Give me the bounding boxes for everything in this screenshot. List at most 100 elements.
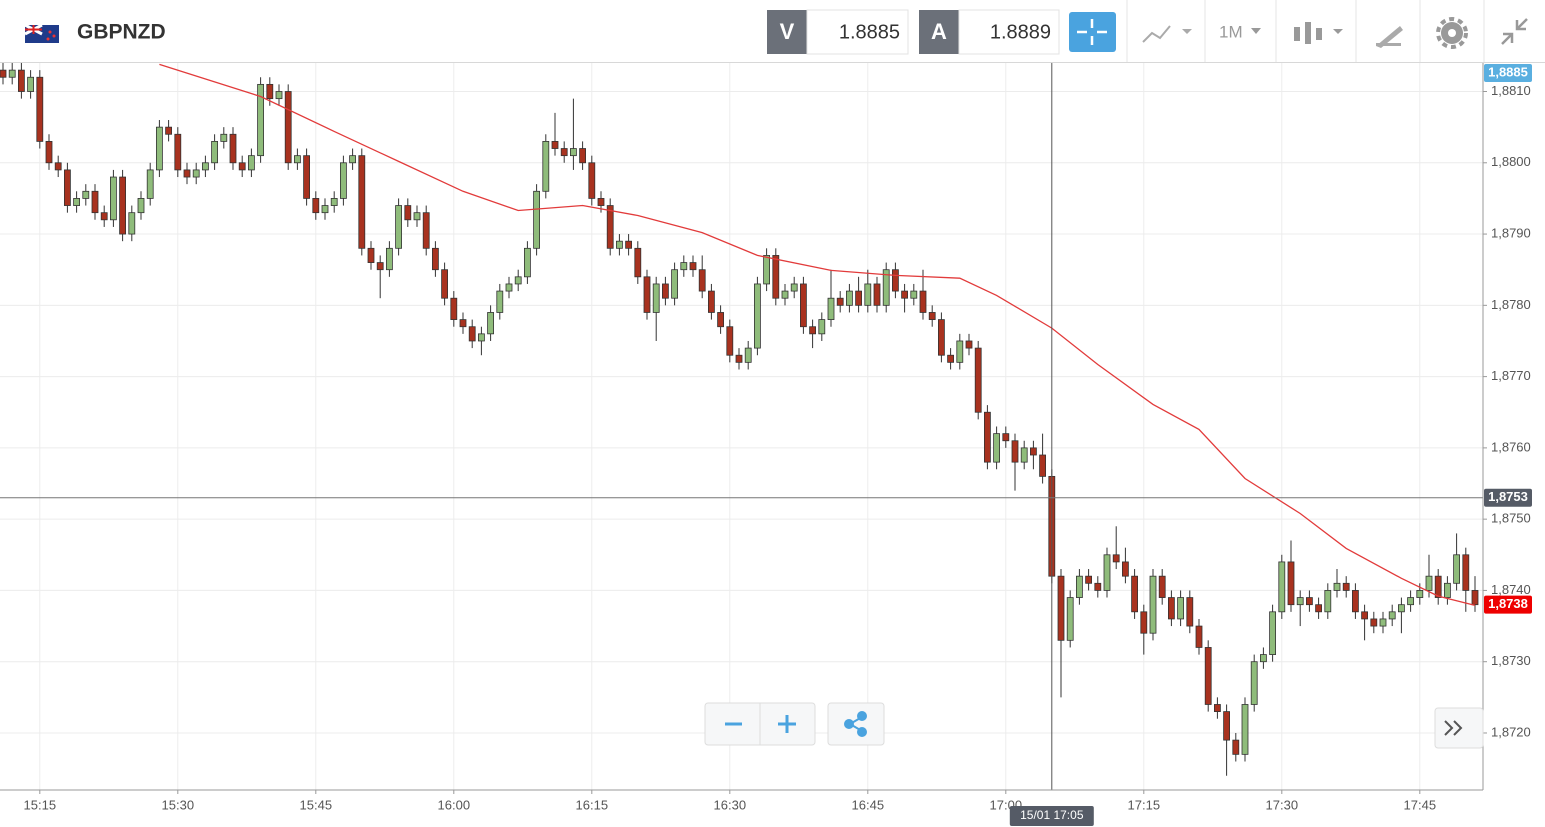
sell-price: 1.8885 (839, 21, 900, 43)
x-tick-label: 16:30 (714, 797, 747, 812)
candle-body (1066, 597, 1074, 641)
candle-body (477, 333, 485, 342)
candle-body (201, 162, 209, 171)
candle-body (1287, 561, 1295, 606)
indicator-icon[interactable] (1142, 25, 1192, 43)
candle-body (1030, 447, 1037, 456)
candle-body (1011, 440, 1019, 463)
candle-body (376, 262, 384, 271)
candle-body (800, 283, 807, 328)
candle-body (8, 69, 16, 78)
candle-body (984, 411, 991, 463)
candle-body (1269, 611, 1276, 655)
candle-body (146, 169, 154, 199)
candle-body (965, 340, 973, 349)
y-tick-label: 1,8720 (1491, 724, 1531, 739)
sell-label: V (780, 19, 795, 44)
candle-body (404, 205, 412, 221)
candle-body (1324, 590, 1332, 613)
last-price-label: 1,8738 (1488, 596, 1528, 611)
candle-body (836, 297, 844, 306)
candle-body (579, 148, 586, 164)
moving-average-line (159, 63, 1476, 607)
scroll-right-button[interactable] (1434, 707, 1484, 749)
candle-body (247, 155, 255, 171)
y-tick-label: 1,8800 (1491, 154, 1531, 169)
draw-icon[interactable] (1376, 26, 1403, 48)
share-button[interactable] (827, 702, 885, 746)
toolbar-separators (1126, 0, 1485, 62)
last-price-tag (1484, 595, 1532, 614)
candle-body (1425, 575, 1433, 591)
candle-body (772, 255, 780, 299)
candle-body (0, 69, 7, 78)
x-tick-label: 17:30 (1266, 797, 1299, 812)
crosshair-time-label: 15/01 17:05 (1020, 808, 1084, 822)
candle-body (864, 283, 872, 306)
candle-body (735, 354, 743, 363)
candle-body (321, 205, 329, 214)
candle-body (652, 283, 660, 313)
y-tick-label: 1,8760 (1491, 439, 1531, 454)
candle-body (367, 247, 375, 263)
candle-body (1112, 554, 1120, 563)
crosshair-icon (1077, 19, 1107, 45)
buy-button[interactable] (919, 10, 959, 54)
chart-type-icon[interactable] (1294, 22, 1343, 44)
x-tick-label: 15:45 (300, 797, 333, 812)
candle-body (514, 276, 522, 285)
candle-body (54, 162, 62, 171)
candle-body (119, 176, 126, 235)
candle-body (330, 198, 338, 206)
candle-body (339, 162, 347, 199)
candle-body (882, 269, 890, 306)
share-icon (844, 711, 867, 737)
settings-icon[interactable] (1436, 17, 1468, 49)
candle-body (1342, 582, 1350, 591)
sell-button[interactable] (767, 10, 807, 54)
zoom-in-button[interactable] (778, 715, 796, 733)
candle-body (100, 212, 108, 221)
candle-body (450, 297, 458, 320)
candle-body (892, 269, 899, 292)
candle-body (744, 347, 752, 363)
candle-body (1333, 582, 1341, 591)
candle-body (855, 290, 862, 306)
candle-body (1214, 704, 1221, 712)
candle-body (938, 319, 945, 356)
candle-body (726, 326, 734, 356)
candle-body (1241, 704, 1249, 755)
candle-body (956, 340, 964, 363)
candle-body (487, 312, 495, 335)
candle-body (809, 326, 816, 335)
candle-body (551, 141, 559, 149)
x-tick-label: 16:00 (438, 797, 471, 812)
candle-body (781, 290, 789, 299)
candle-body (257, 83, 265, 157)
timeframe[interactable]: 1M (1219, 22, 1243, 41)
candle-body (1250, 661, 1258, 705)
candle-body (27, 76, 35, 92)
crosshair-button[interactable] (1069, 12, 1116, 52)
candle-body (183, 169, 191, 178)
candle-body (1278, 561, 1286, 613)
candle-body (1158, 575, 1166, 598)
candle-body (505, 283, 513, 292)
candle-body (1195, 625, 1203, 648)
candle-body (293, 155, 301, 164)
candle-body (137, 198, 145, 214)
candle-body (1020, 447, 1028, 463)
candle-body (643, 276, 651, 313)
candle-body (1149, 575, 1157, 634)
bid-label: 1,8885 (1488, 64, 1528, 79)
candle-body (385, 247, 393, 271)
y-tick-label: 1,8770 (1491, 368, 1531, 383)
time-axis-panel (0, 790, 1545, 827)
candle-body (790, 283, 798, 292)
candle-body (73, 198, 80, 206)
fullscreen-icon[interactable] (1501, 18, 1528, 45)
candle-body (266, 83, 274, 100)
candle-body (229, 133, 237, 164)
x-tick-label: 16:45 (852, 797, 885, 812)
